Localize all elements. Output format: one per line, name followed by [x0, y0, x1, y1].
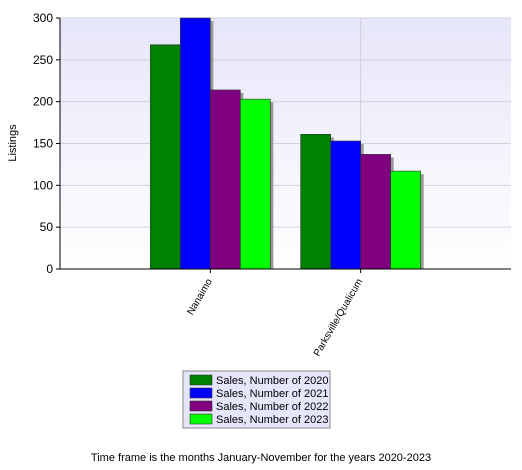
bar — [240, 98, 271, 270]
y-tick-label: 200 — [33, 95, 53, 109]
bar — [300, 133, 331, 270]
y-axis-label: Listings — [7, 124, 19, 162]
legend-label: Sales, Number of 2023 — [216, 414, 329, 426]
y-tick-label: 300 — [33, 11, 53, 25]
legend-swatch — [189, 413, 213, 425]
legend-label: Sales, Number of 2022 — [216, 401, 329, 413]
bar — [330, 140, 361, 270]
legend-swatch — [189, 374, 213, 386]
bar — [180, 17, 211, 270]
bar — [390, 170, 421, 270]
bar — [150, 44, 181, 270]
footnote: Time frame is the months January-Novembe… — [91, 452, 431, 464]
legend-swatch — [189, 400, 213, 412]
bar — [210, 89, 241, 270]
y-tick-label: 100 — [33, 178, 53, 192]
legend-label: Sales, Number of 2020 — [216, 375, 329, 387]
x-tick-label: Nanaimo — [185, 277, 215, 318]
y-tick-label: 150 — [33, 137, 53, 151]
y-tick-label: 250 — [33, 53, 53, 67]
bar — [360, 154, 391, 270]
legend-swatch — [189, 387, 213, 399]
x-tick-label: Parksville/Qualicum — [312, 277, 365, 359]
legend-label: Sales, Number of 2021 — [216, 388, 329, 400]
y-tick-label: 50 — [40, 220, 54, 234]
y-tick-label: 0 — [46, 262, 53, 276]
